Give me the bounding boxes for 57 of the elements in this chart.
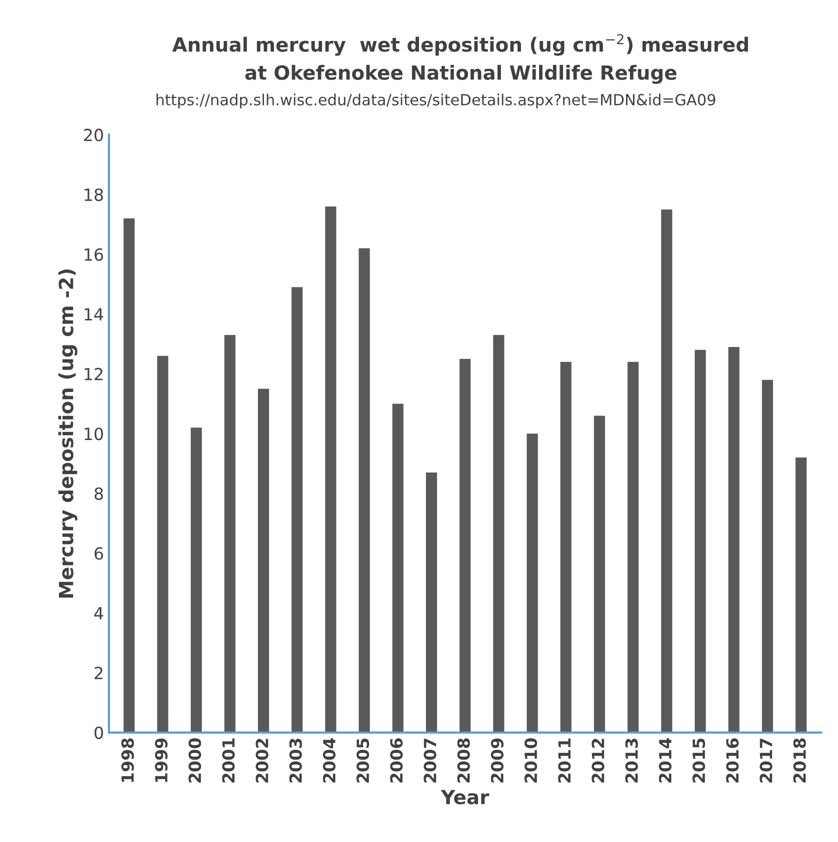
x-tick-label: 2010	[524, 738, 538, 782]
x-tick-label: 2006	[390, 738, 403, 782]
bar	[325, 206, 336, 733]
x-tick-label: 2001	[222, 738, 235, 782]
x-tick-label: 2012	[592, 738, 604, 782]
bar	[124, 218, 135, 733]
bar	[594, 416, 606, 733]
bar	[426, 472, 438, 733]
x-tick-label: 2007	[424, 738, 436, 782]
bar	[493, 334, 504, 733]
bar	[224, 334, 236, 733]
x-tick-label: 2002	[256, 738, 268, 782]
bar	[796, 458, 807, 733]
chart-title: Annual mercury wet deposition (ug cm$^{−2}$) measured at Okefenokee National Wildlife Refuge	[172, 34, 748, 84]
bar	[728, 346, 740, 733]
y-tick-label: 8	[94, 487, 103, 500]
chart-subtitle: https://nadp.slh.wisc.edu/data/sites/siteDetails.aspx?net=MDN&id=GA09	[156, 94, 716, 108]
x-tick-label: 2004	[322, 738, 336, 782]
bar	[358, 248, 370, 733]
y-tick-label: 2	[94, 666, 102, 680]
y-tick-label: 6	[94, 547, 104, 560]
x-tick-label: 2009	[490, 738, 504, 782]
y-axis-title: Mercury deposition (ug cm -2)	[58, 270, 78, 598]
y-tick-label: 10	[84, 428, 103, 440]
bar	[460, 358, 471, 733]
y-tick-label: 18	[84, 188, 103, 202]
y-tick-label: 0	[94, 726, 103, 740]
bar	[694, 350, 706, 733]
bar	[762, 380, 774, 733]
y-tick-label: 14	[84, 308, 104, 320]
x-tick-label: 2003	[289, 738, 302, 782]
y-tick-label: 16	[84, 248, 104, 261]
x-tick-label: 2008	[457, 738, 470, 782]
bar	[661, 209, 672, 733]
x-axis-title: Year	[440, 790, 490, 804]
x-tick-label: 2016	[726, 738, 739, 782]
bar	[258, 388, 270, 733]
x-tick-label: 1999	[154, 738, 168, 782]
bar	[628, 362, 639, 733]
bar	[392, 404, 404, 733]
x-tick-label: 2017	[760, 738, 772, 782]
bar	[560, 362, 572, 733]
bar	[190, 428, 202, 733]
x-tick-label: 2013	[625, 738, 638, 782]
bar	[526, 434, 538, 733]
x-tick-label: 1998	[121, 738, 134, 782]
y-tick-label: 20	[84, 128, 103, 142]
x-tick-label: 2018	[793, 738, 806, 782]
x-tick-label: 2015	[692, 738, 706, 782]
x-tick-label: 2000	[188, 738, 202, 782]
y-tick-label: 12	[84, 368, 102, 380]
x-tick-label: 2011	[558, 738, 571, 782]
x-tick-label: 2014	[658, 738, 672, 782]
y-tick-label: 4	[94, 607, 104, 620]
bar	[157, 356, 168, 733]
x-tick-label: 2005	[356, 738, 370, 782]
bar	[292, 287, 303, 733]
